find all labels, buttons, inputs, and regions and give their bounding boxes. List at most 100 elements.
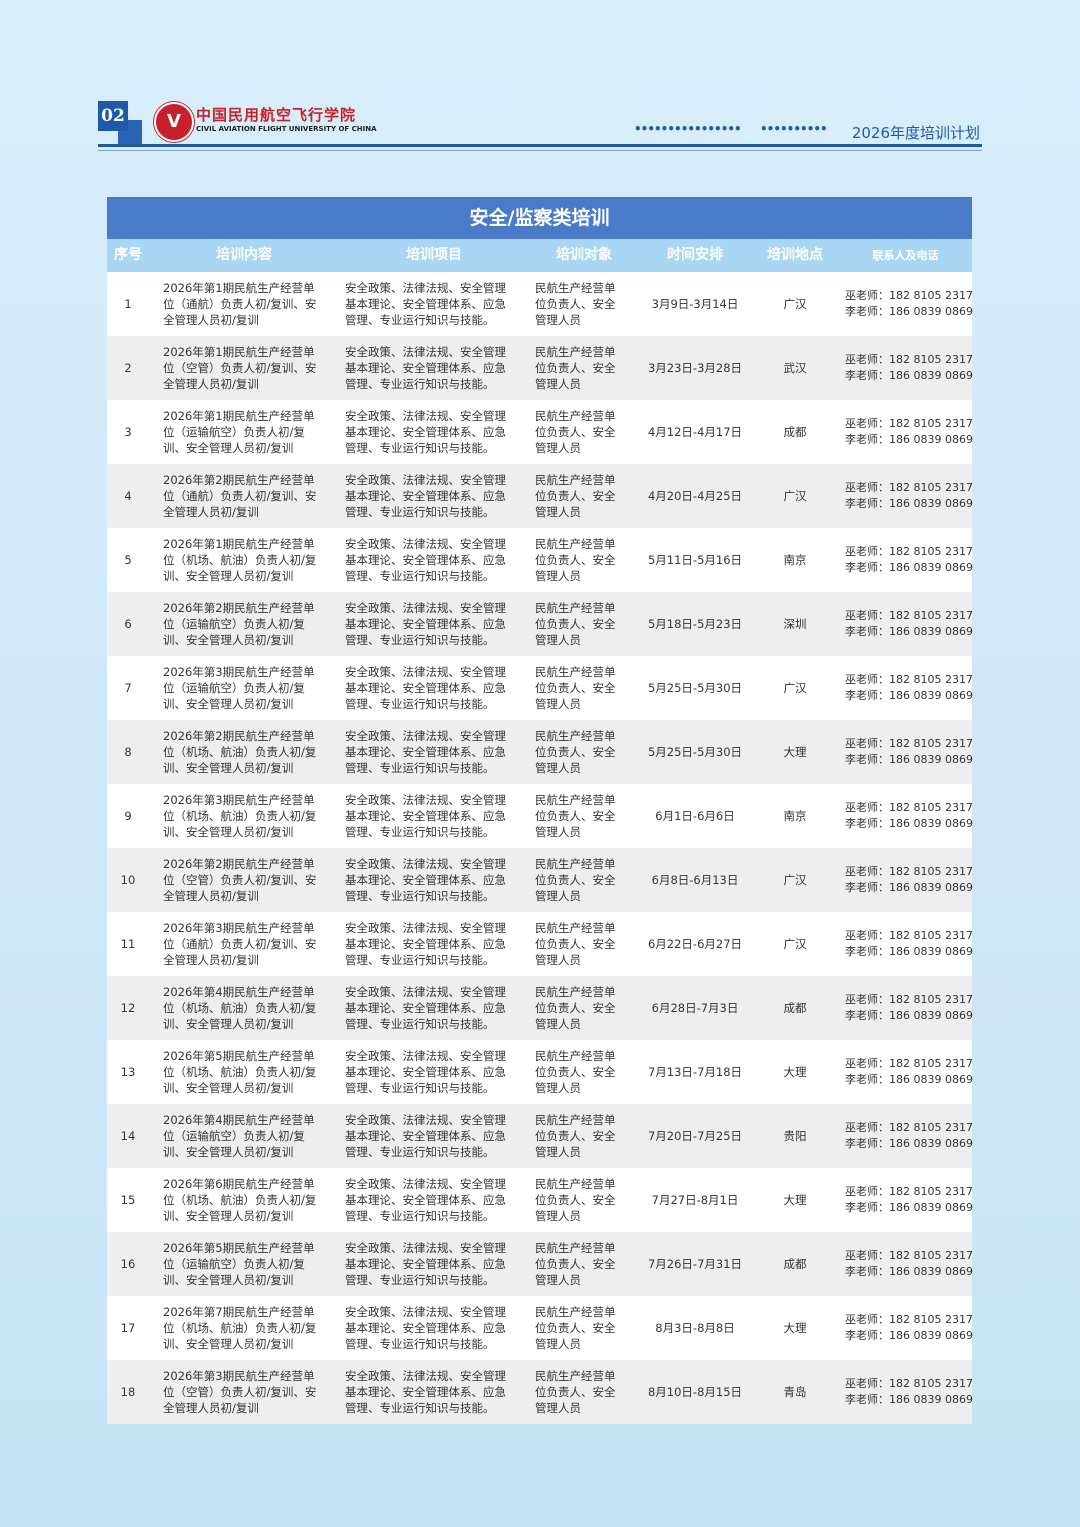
training-place: 广汉: [783, 681, 807, 695]
training-target: 民航生产经营单位负责人、安全管理人员: [535, 409, 616, 455]
row-number: 14: [120, 1129, 136, 1143]
training-place: 广汉: [783, 489, 807, 503]
table-row: 9 2026年第3期民航生产经营单位（机场、航油）负责人初/复训、安全管理人员初/…: [107, 784, 973, 848]
contact-line: 巫老师：182 8105 2317: [845, 1249, 973, 1262]
training-place: 武汉: [783, 361, 807, 375]
column-header-project: 培训项目: [406, 247, 462, 263]
training-content: 2026年第2期民航生产经营单位（空管）负责人初/复训、安全管理人员初/复训: [163, 857, 317, 903]
training-time: 3月9日-3月14日: [651, 297, 739, 311]
table-header-row: 序号 培训内容 培训项目 培训对象 时间安排 培训地点 联系人及电话: [107, 239, 972, 272]
training-table: 安全/监察类培训 序号 培训内容 培训项目 培训对象 时间安排 培训地点 联系人…: [107, 197, 973, 1424]
contact-info: 巫老师：182 8105 2317 李老师：186 0839 0869: [839, 544, 973, 576]
row-number: 16: [120, 1257, 136, 1271]
header-divider-thin: [98, 150, 982, 151]
training-target: 民航生产经营单位负责人、安全管理人员: [535, 985, 616, 1031]
table-row: 15 2026年第6期民航生产经营单位（机场、航油）负责人初/复训、安全管理人员初…: [107, 1168, 973, 1232]
row-number: 11: [120, 937, 136, 951]
training-time: 3月23日-3月28日: [647, 361, 743, 375]
training-place: 贵阳: [783, 1129, 807, 1143]
contact-line: 巫老师：182 8105 2317: [845, 353, 973, 366]
training-project: 安全政策、法律法规、安全管理基本理论、安全管理体系、应急管理、专业运行知识与技能…: [345, 985, 506, 1031]
training-content: 2026年第1期民航生产经营单位（空管）负责人初/复训、安全管理人员初/复训: [163, 345, 317, 391]
contact-line: 巫老师：182 8105 2317: [845, 289, 973, 302]
contact-info: 巫老师：182 8105 2317 李老师：186 0839 0869: [839, 1248, 973, 1280]
training-content: 2026年第4期民航生产经营单位（机场、航油）负责人初/复训、安全管理人员初/复…: [163, 985, 317, 1031]
training-project: 安全政策、法律法规、安全管理基本理论、安全管理体系、应急管理、专业运行知识与技能…: [345, 1241, 506, 1287]
contact-line: 李老师：186 0839 0869: [845, 1009, 973, 1022]
university-name-en: CIVIL AVIATION FLIGHT UNIVERSITY OF CHIN…: [196, 125, 377, 133]
contact-line: 李老师：186 0839 0869: [845, 945, 973, 958]
training-project: 安全政策、法律法规、安全管理基本理论、安全管理体系、应急管理、专业运行知识与技能…: [345, 1177, 506, 1223]
row-number: 13: [120, 1065, 136, 1079]
training-content: 2026年第4期民航生产经营单位（运输航空）负责人初/复训、安全管理人员初/复训: [163, 1113, 315, 1159]
table-row: 18 2026年第3期民航生产经营单位（空管）负责人初/复训、安全管理人员初/复训…: [107, 1360, 973, 1424]
training-time: 7月13日-7月18日: [647, 1065, 743, 1079]
training-place: 南京: [783, 553, 807, 567]
contact-line: 巫老师：182 8105 2317: [845, 1121, 973, 1134]
contact-info: 巫老师：182 8105 2317 李老师：186 0839 0869: [839, 288, 973, 320]
contact-info: 巫老师：182 8105 2317 李老师：186 0839 0869: [839, 352, 973, 384]
training-time: 7月26日-7月31日: [647, 1257, 743, 1271]
column-header-target: 培训对象: [556, 247, 612, 263]
training-place: 大理: [783, 1193, 807, 1207]
training-content: 2026年第1期民航生产经营单位（运输航空）负责人初/复训、安全管理人员初/复训: [163, 409, 315, 455]
contact-line: 李老师：186 0839 0869: [845, 817, 973, 830]
training-project: 安全政策、法律法规、安全管理基本理论、安全管理体系、应急管理、专业运行知识与技能…: [345, 921, 506, 967]
row-number: 12: [120, 1001, 136, 1015]
training-target: 民航生产经营单位负责人、安全管理人员: [535, 665, 616, 711]
training-content: 2026年第5期民航生产经营单位（机场、航油）负责人初/复训、安全管理人员初/复…: [163, 1049, 317, 1095]
table-row: 13 2026年第5期民航生产经营单位（机场、航油）负责人初/复训、安全管理人员初…: [107, 1040, 973, 1104]
contact-line: 巫老师：182 8105 2317: [845, 801, 973, 814]
training-project: 安全政策、法律法规、安全管理基本理论、安全管理体系、应急管理、专业运行知识与技能…: [345, 601, 506, 647]
training-target: 民航生产经营单位负责人、安全管理人员: [535, 1369, 616, 1415]
contact-line: 巫老师：182 8105 2317: [845, 929, 973, 942]
university-name-cn: 中国民用航空飞行学院: [196, 106, 357, 124]
contact-info: 巫老师：182 8105 2317 李老师：186 0839 0869: [839, 992, 973, 1024]
column-header-time: 时间安排: [667, 247, 723, 263]
training-place: 成都: [783, 1001, 807, 1015]
page-header: 02 V 中国民用航空飞行学院 CIVIL AVIATION FLIGHT UN…: [98, 98, 982, 154]
contact-line: 李老师：186 0839 0869: [845, 689, 973, 702]
training-time: 5月18日-5月23日: [647, 617, 743, 631]
row-number: 15: [120, 1193, 136, 1207]
column-header-content: 培训内容: [216, 247, 272, 263]
training-time: 5月11日-5月16日: [647, 553, 743, 567]
column-header-no: 序号: [114, 247, 142, 263]
contact-line: 李老师：186 0839 0869: [845, 1137, 973, 1150]
training-content: 2026年第3期民航生产经营单位（运输航空）负责人初/复训、安全管理人员初/复训: [163, 665, 315, 711]
row-number: 1: [124, 297, 132, 311]
contact-line: 李老师：186 0839 0869: [845, 1201, 973, 1214]
training-project: 安全政策、法律法规、安全管理基本理论、安全管理体系、应急管理、专业运行知识与技能…: [345, 729, 506, 775]
training-target: 民航生产经营单位负责人、安全管理人员: [535, 1177, 616, 1223]
column-header-place: 培训地点: [767, 247, 823, 263]
contact-line: 巫老师：182 8105 2317: [845, 481, 973, 494]
contact-line: 李老师：186 0839 0869: [845, 1073, 973, 1086]
table-row: 10 2026年第2期民航生产经营单位（空管）负责人初/复训、安全管理人员初/复训…: [107, 848, 973, 912]
table-row: 1 2026年第1期民航生产经营单位（通航）负责人初/复训、安全管理人员初/复训安…: [107, 272, 973, 336]
university-logo-icon: V: [154, 102, 194, 142]
contact-info: 巫老师：182 8105 2317 李老师：186 0839 0869: [839, 928, 973, 960]
table-row: 3 2026年第1期民航生产经营单位（运输航空）负责人初/复训、安全管理人员初/复…: [107, 400, 973, 464]
contact-line: 李老师：186 0839 0869: [845, 1329, 973, 1342]
table-row: 5 2026年第1期民航生产经营单位（机场、航油）负责人初/复训、安全管理人员初/…: [107, 528, 973, 592]
contact-line: 李老师：186 0839 0869: [845, 433, 973, 446]
table-body: 1 2026年第1期民航生产经营单位（通航）负责人初/复训、安全管理人员初/复训安…: [107, 272, 973, 1424]
table-row: 17 2026年第7期民航生产经营单位（机场、航油）负责人初/复训、安全管理人员初…: [107, 1296, 973, 1360]
contact-line: 李老师：186 0839 0869: [845, 369, 973, 382]
training-target: 民航生产经营单位负责人、安全管理人员: [535, 1241, 616, 1287]
training-project: 安全政策、法律法规、安全管理基本理论、安全管理体系、应急管理、专业运行知识与技能…: [345, 537, 506, 583]
training-place: 广汉: [783, 873, 807, 887]
training-project: 安全政策、法律法规、安全管理基本理论、安全管理体系、应急管理、专业运行知识与技能…: [345, 1305, 506, 1351]
table-row: 4 2026年第2期民航生产经营单位（通航）负责人初/复训、安全管理人员初/复训安…: [107, 464, 973, 528]
training-target: 民航生产经营单位负责人、安全管理人员: [535, 601, 616, 647]
training-project: 安全政策、法律法规、安全管理基本理论、安全管理体系、应急管理、专业运行知识与技能…: [345, 793, 506, 839]
training-time: 6月22日-6月27日: [647, 937, 743, 951]
training-target: 民航生产经营单位负责人、安全管理人员: [535, 729, 616, 775]
row-number: 9: [124, 809, 132, 823]
contact-line: 巫老师：182 8105 2317: [845, 865, 973, 878]
contact-info: 巫老师：182 8105 2317 李老师：186 0839 0869: [839, 1056, 973, 1088]
table-row: 16 2026年第5期民航生产经营单位（运输航空）负责人初/复训、安全管理人员初/…: [107, 1232, 973, 1296]
table-row: 14 2026年第4期民航生产经营单位（运输航空）负责人初/复训、安全管理人员初/…: [107, 1104, 973, 1168]
training-place: 深圳: [783, 617, 807, 631]
contact-info: 巫老师：182 8105 2317 李老师：186 0839 0869: [839, 1312, 973, 1344]
